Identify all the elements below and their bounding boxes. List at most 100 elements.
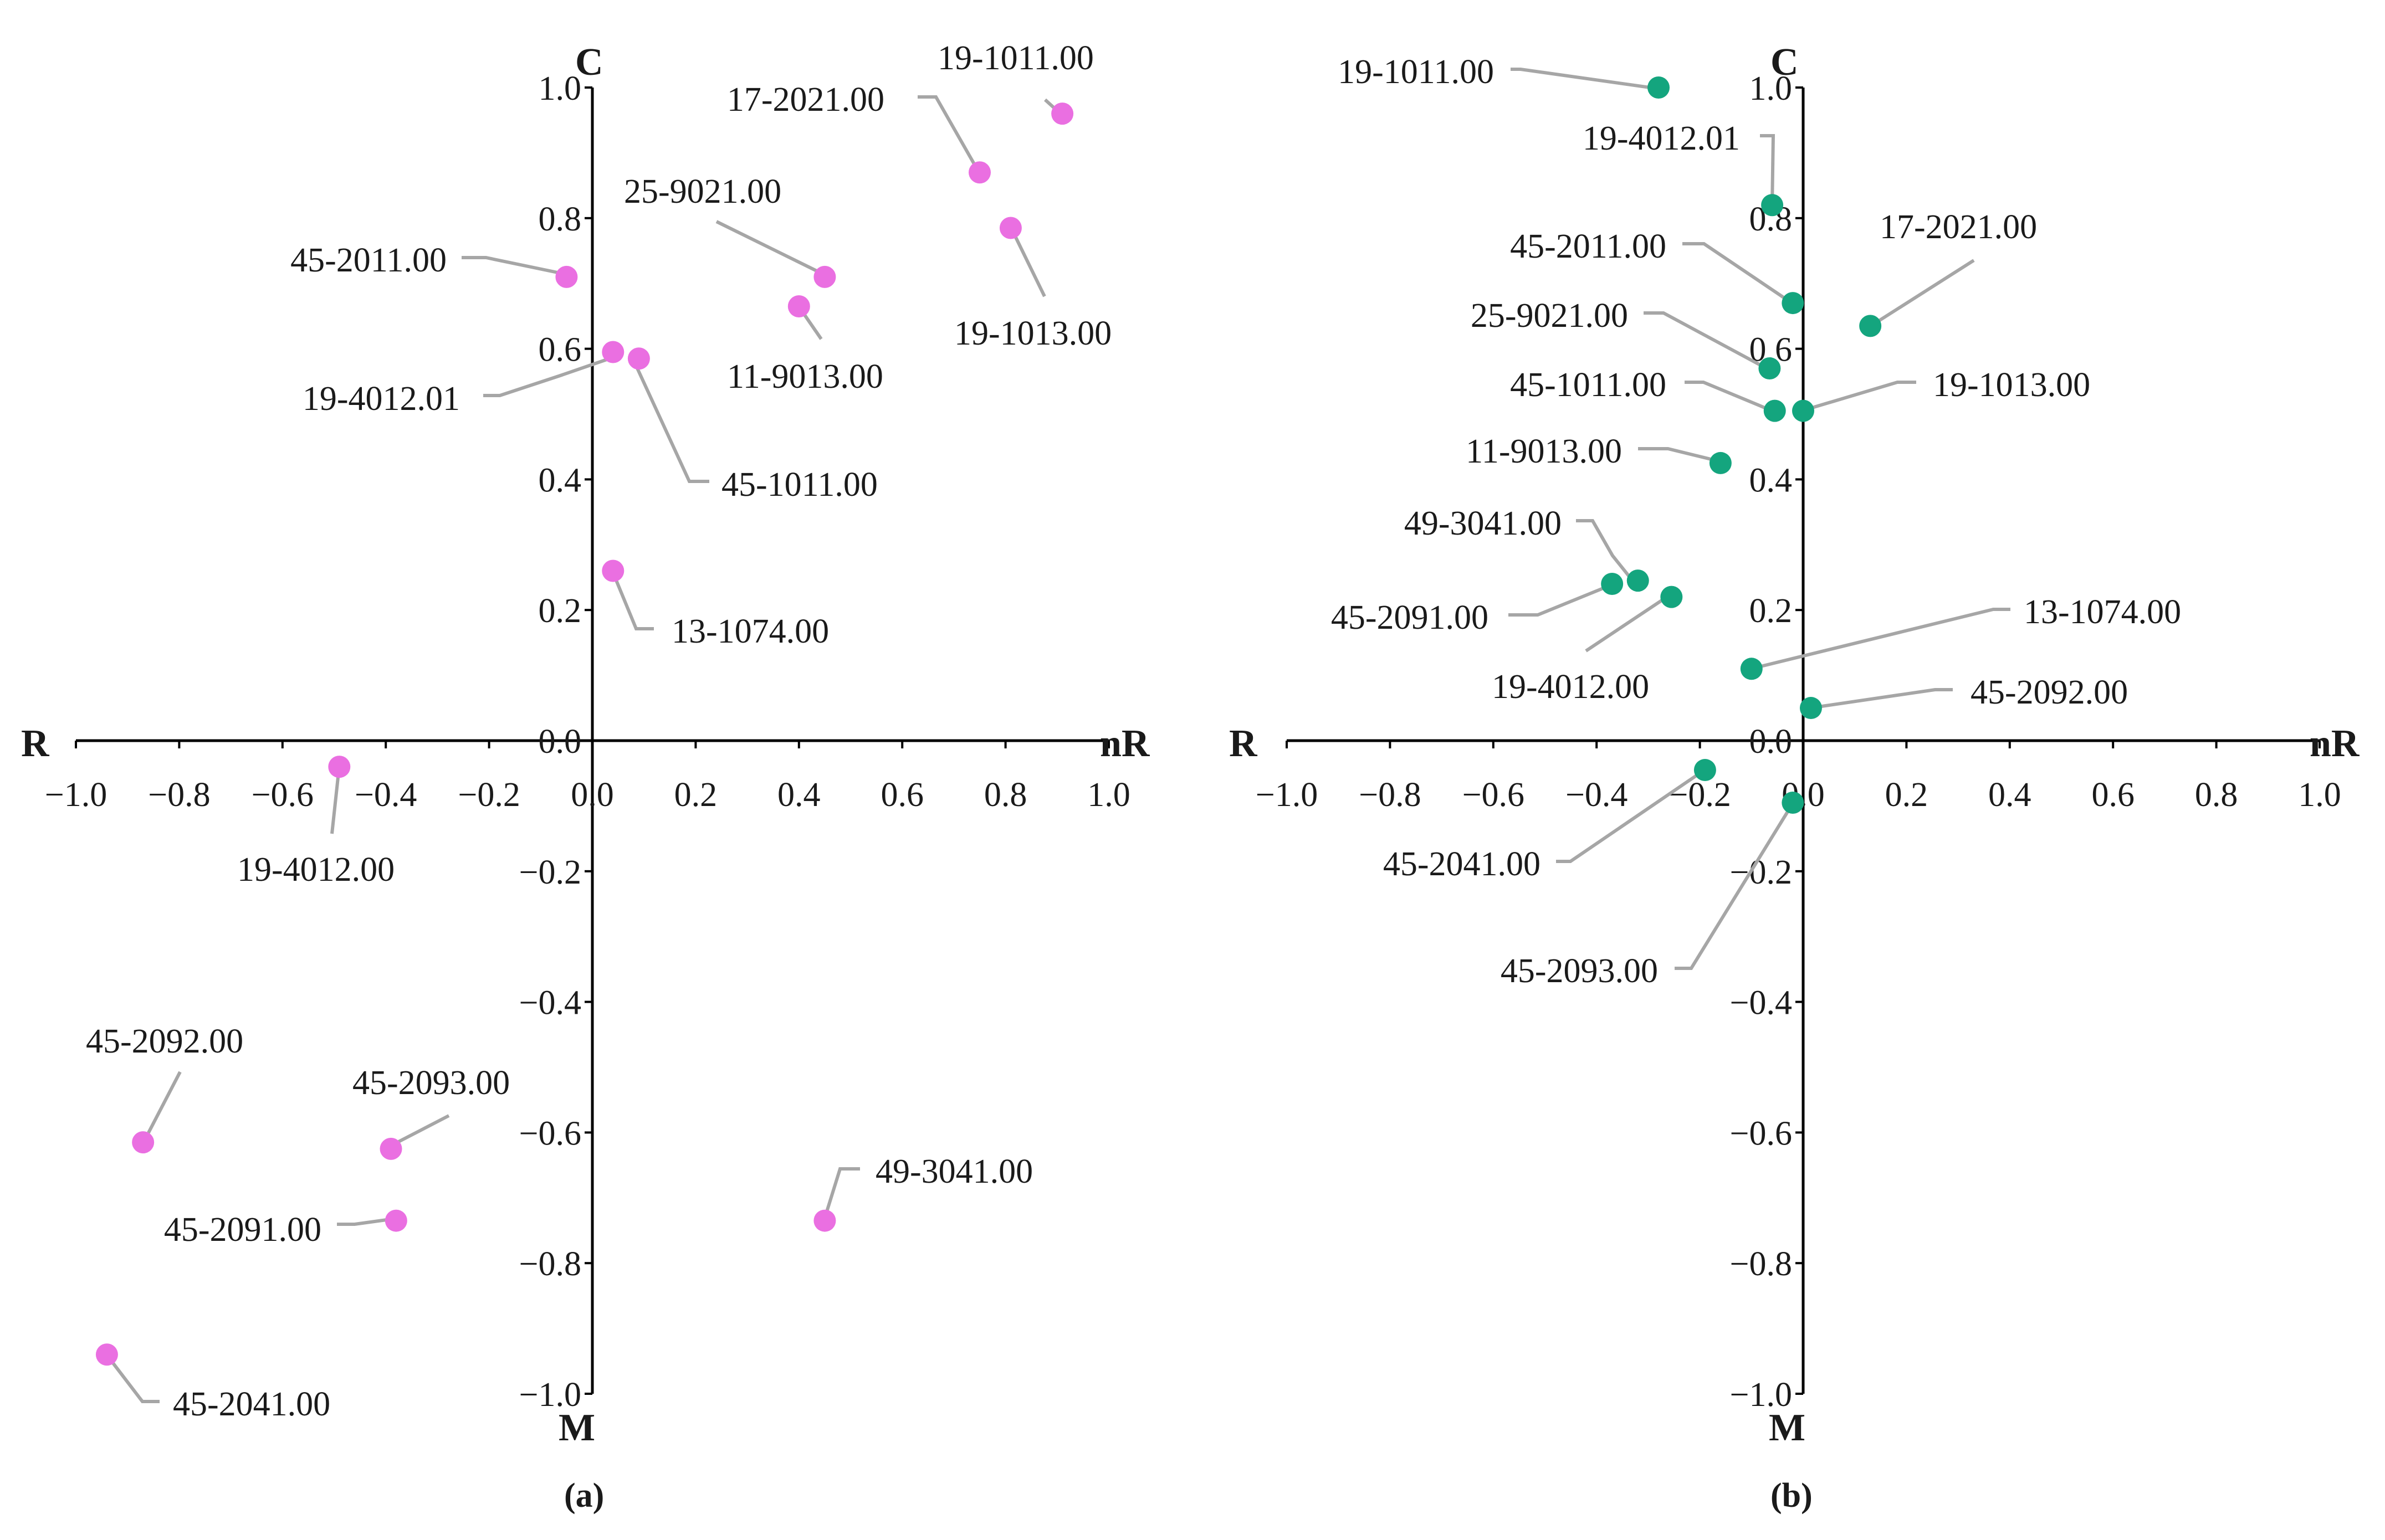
- panel-a-y-tick-label: −0.6: [519, 1115, 581, 1152]
- panel-b-x-tick-label: −0.2: [1669, 776, 1731, 814]
- panel-a-point-label: 19-4012.01: [303, 380, 460, 418]
- panel-b-point-label: 19-4012.00: [1492, 668, 1649, 706]
- panel-b-data-point: [1782, 292, 1804, 315]
- panel-b-point-label: 25-9021.00: [1471, 297, 1628, 335]
- panel-b-data-point: [1660, 586, 1683, 608]
- panel-b-leader-line: [1682, 242, 1794, 305]
- panel-b-data-point: [1740, 658, 1763, 680]
- panel-b-data-point: [1763, 399, 1786, 422]
- panel-a-x-tick-label: 0.8: [984, 776, 1027, 814]
- panel-a-point-label: 19-1013.00: [954, 315, 1112, 352]
- panel-a-x-tick-label: −0.4: [355, 776, 417, 814]
- panel-b-x-tick-label: 0.6: [2091, 776, 2135, 814]
- panel-b-data-point: [1799, 697, 1822, 720]
- panel-a-data-point: [385, 1209, 407, 1232]
- panel-a-y-tick-label: 1.0: [539, 70, 582, 107]
- panel-b-y-tick-label: −0.6: [1730, 1115, 1792, 1152]
- panel-a-axis-bottom-letter: M: [559, 1406, 595, 1449]
- panel-b-point-label: 13-1074.00: [2024, 593, 2181, 631]
- panel-a-point-label: 17-2021.00: [727, 81, 884, 119]
- panel-a-point-label: 19-1011.00: [938, 39, 1094, 77]
- panel-b-leader-line: [1675, 802, 1795, 970]
- panel-a-point-label: 45-2093.00: [352, 1064, 510, 1102]
- panel-a-x-tick-label: −0.2: [458, 776, 520, 814]
- panel-b-caption: (b): [1770, 1477, 1813, 1515]
- panel-b-point-label: 45-2041.00: [1383, 845, 1540, 883]
- panel-b-leader-line: [1751, 608, 2010, 670]
- panel-a-leader-line: [611, 571, 654, 630]
- panel-a-axis-top-letter: C: [575, 41, 603, 84]
- panel-a-data-point: [787, 295, 810, 317]
- panel-b-data-point: [1709, 451, 1732, 474]
- panel-b-chart: −1.0 −0.8 −0.6 −0.4 −0.2 0.0 0.2 0.4 0.6 0.8 1.0 −1…: [1229, 41, 2360, 1515]
- panel-b-leader-line: [1585, 593, 1672, 653]
- panel-b-leader-line: [1511, 68, 1659, 90]
- panel-a-point-label: 45-2011.00: [290, 242, 447, 279]
- panel-b-x-tick-label: 1.0: [2298, 776, 2341, 814]
- panel-a-point-label: 19-4012.00: [237, 851, 395, 889]
- panel-b-data-point: [1647, 76, 1670, 99]
- panel-a-data-point: [380, 1137, 402, 1160]
- panel-b-data-point: [1693, 759, 1716, 782]
- panel-a-leader-line: [633, 362, 709, 483]
- panel-a-y-tick-label: −1.0: [519, 1376, 581, 1414]
- panel-a-point-label: 11-9013.00: [727, 358, 883, 396]
- panel-b-y-tick-label: 0.2: [1749, 592, 1793, 630]
- panel-b-point-label: 49-3041.00: [1404, 505, 1562, 542]
- panel-a-data-point: [1051, 102, 1074, 125]
- panel-b-y-tick-label: −1.0: [1730, 1376, 1792, 1414]
- panel-b-y-tick-label: 0.4: [1749, 461, 1793, 499]
- panel-b-leader-line: [1556, 768, 1706, 863]
- panel-a-point-label: 25-9021.00: [624, 173, 781, 211]
- panel-a-caption: (a): [564, 1477, 604, 1515]
- panel-b-x-tick-label: −0.4: [1565, 776, 1627, 814]
- panel-a-y-tick-label: −0.8: [519, 1245, 581, 1283]
- panel-b-x-tick-label: 0.8: [2195, 776, 2238, 814]
- panel-b-leader-line: [1760, 134, 1775, 207]
- panel-a-data-point: [602, 559, 625, 582]
- panel-b-point-label: 45-2092.00: [1971, 674, 2128, 711]
- panel-b-leader-line: [1810, 688, 1953, 710]
- panel-a-axis-left-letter: R: [21, 722, 50, 765]
- panel-a-y-tick-label: 0.4: [539, 461, 582, 499]
- panel-a-y-tick-label: −0.4: [519, 984, 581, 1022]
- panel-a-data-point: [602, 341, 625, 363]
- panel-a-point-label: 45-2041.00: [173, 1385, 330, 1423]
- panel-b-point-label: 45-2093.00: [1501, 952, 1658, 990]
- panel-a-data-point: [813, 265, 836, 288]
- panel-a-data-point: [627, 347, 650, 370]
- panel-b-leader-line: [1869, 259, 1975, 328]
- panel-a-data-point: [132, 1131, 155, 1154]
- panel-b-point-label: 11-9013.00: [1466, 433, 1622, 470]
- panel-a-data-point: [555, 265, 578, 288]
- panel-b-point-label: 19-4012.01: [1583, 120, 1740, 157]
- panel-b-leader-line: [1800, 381, 1916, 413]
- panel-b-data-point: [1626, 569, 1649, 592]
- panel-a-y-tick-label: 0.8: [539, 201, 582, 238]
- panel-b-leader-line: [1576, 519, 1636, 584]
- panel-a-data-point: [328, 756, 351, 778]
- panel-a-chart: −1.0 −0.8 −0.6 −0.4 −0.2 0.0 0.2 0.4 0.6 0.8 1.0 −1…: [21, 39, 1150, 1515]
- panel-a-x-tick-label: 0.0: [571, 776, 614, 814]
- panel-a-point-label: 49-3041.00: [876, 1153, 1033, 1190]
- panel-a-point-label: 45-1011.00: [721, 466, 878, 504]
- panel-b-point-label: 19-1013.00: [1933, 366, 2090, 404]
- panel-a-x-tick-label: 0.6: [881, 776, 924, 814]
- panel-b-axis-right-letter: nR: [2310, 722, 2360, 765]
- panel-a-y-tick-label: 0.0: [539, 723, 582, 761]
- panel-a-axis-right-letter: nR: [1100, 722, 1150, 765]
- panel-b-axis-top-letter: C: [1770, 41, 1799, 84]
- panel-a-leader-line: [105, 1353, 160, 1403]
- panel-a-x-tick-label: 0.4: [777, 776, 821, 814]
- panel-a-leader-line: [330, 767, 341, 834]
- panel-b-leader-line: [1638, 447, 1721, 463]
- panel-a-x-tick-label: 0.2: [674, 776, 718, 814]
- panel-b-y-tick-label: 0.0: [1749, 723, 1793, 761]
- panel-b-data-point: [1758, 357, 1781, 379]
- panel-b-point-label: 45-2011.00: [1510, 228, 1666, 265]
- panel-a-leader-line: [483, 358, 607, 397]
- panel-a-y-tick-label: 0.2: [539, 592, 582, 630]
- panel-b-leader-line: [1644, 311, 1768, 370]
- panel-b-axis-bottom-letter: M: [1769, 1406, 1805, 1449]
- panel-a-x-tick-label: −1.0: [45, 776, 107, 814]
